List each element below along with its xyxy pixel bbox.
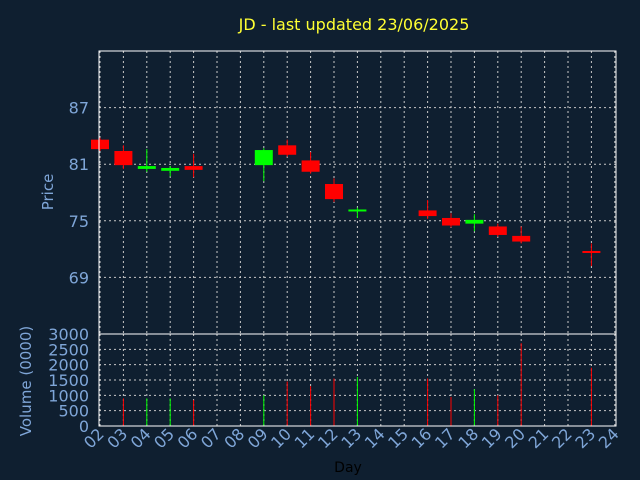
price-axis-label: Price	[39, 174, 57, 211]
candle-body	[161, 167, 180, 171]
candle	[91, 137, 109, 151]
volume-tick-label: 3000	[48, 325, 89, 344]
candle	[278, 139, 297, 157]
candle	[301, 151, 320, 174]
candle-body	[418, 210, 437, 217]
candle-body	[488, 226, 507, 235]
candle	[348, 207, 367, 218]
candle	[114, 145, 133, 169]
candles	[91, 137, 601, 267]
candle	[161, 166, 180, 177]
candle	[488, 223, 507, 237]
volume-bars	[122, 343, 592, 426]
candle-body	[348, 209, 367, 212]
price-tick-label: 75	[69, 212, 89, 231]
candle-body	[114, 150, 133, 166]
candle-body	[184, 166, 203, 170]
axes	[98, 50, 617, 427]
candle-body	[512, 235, 531, 242]
candle-body	[91, 139, 109, 150]
price-tick-label: 81	[69, 155, 89, 174]
candle	[325, 178, 343, 202]
x-tick-label: 24	[595, 424, 623, 452]
volume-tick-label: 1000	[48, 386, 89, 405]
candle	[442, 213, 460, 228]
candle	[512, 226, 531, 244]
volume-tick-label: 0	[79, 417, 89, 436]
volume-tick-label: 500	[58, 402, 89, 421]
candle-body	[465, 219, 484, 224]
price-tick-label: 69	[69, 268, 89, 287]
price-tick-label: 87	[69, 99, 89, 118]
candle-body	[325, 184, 343, 200]
price-tick-labels: 69 75 81 87	[69, 99, 89, 288]
candle-body	[278, 145, 297, 155]
candle-body	[301, 160, 320, 172]
volume-panel-frame	[98, 333, 617, 427]
x-tick-labels: 0203040506070809101112131415161718192021…	[80, 424, 623, 452]
candle-body	[582, 250, 601, 253]
price-grid	[99, 51, 616, 334]
candle	[184, 153, 203, 178]
candle	[254, 148, 273, 182]
volume-axis-label: Volume (0000)	[17, 326, 35, 436]
candle	[465, 214, 484, 232]
chart-title: JD - last updated 23/06/2025	[238, 15, 470, 34]
volume-tick-label: 1500	[48, 371, 89, 390]
candle-body	[442, 217, 460, 226]
volume-tick-label: 2000	[48, 356, 89, 375]
candle-body	[137, 166, 156, 169]
candle-body	[254, 150, 273, 166]
volume-tick-label: 2500	[48, 340, 89, 359]
candle	[137, 149, 156, 172]
candle	[582, 243, 601, 267]
x-axis-label: Day	[334, 460, 362, 476]
candle	[418, 200, 437, 219]
